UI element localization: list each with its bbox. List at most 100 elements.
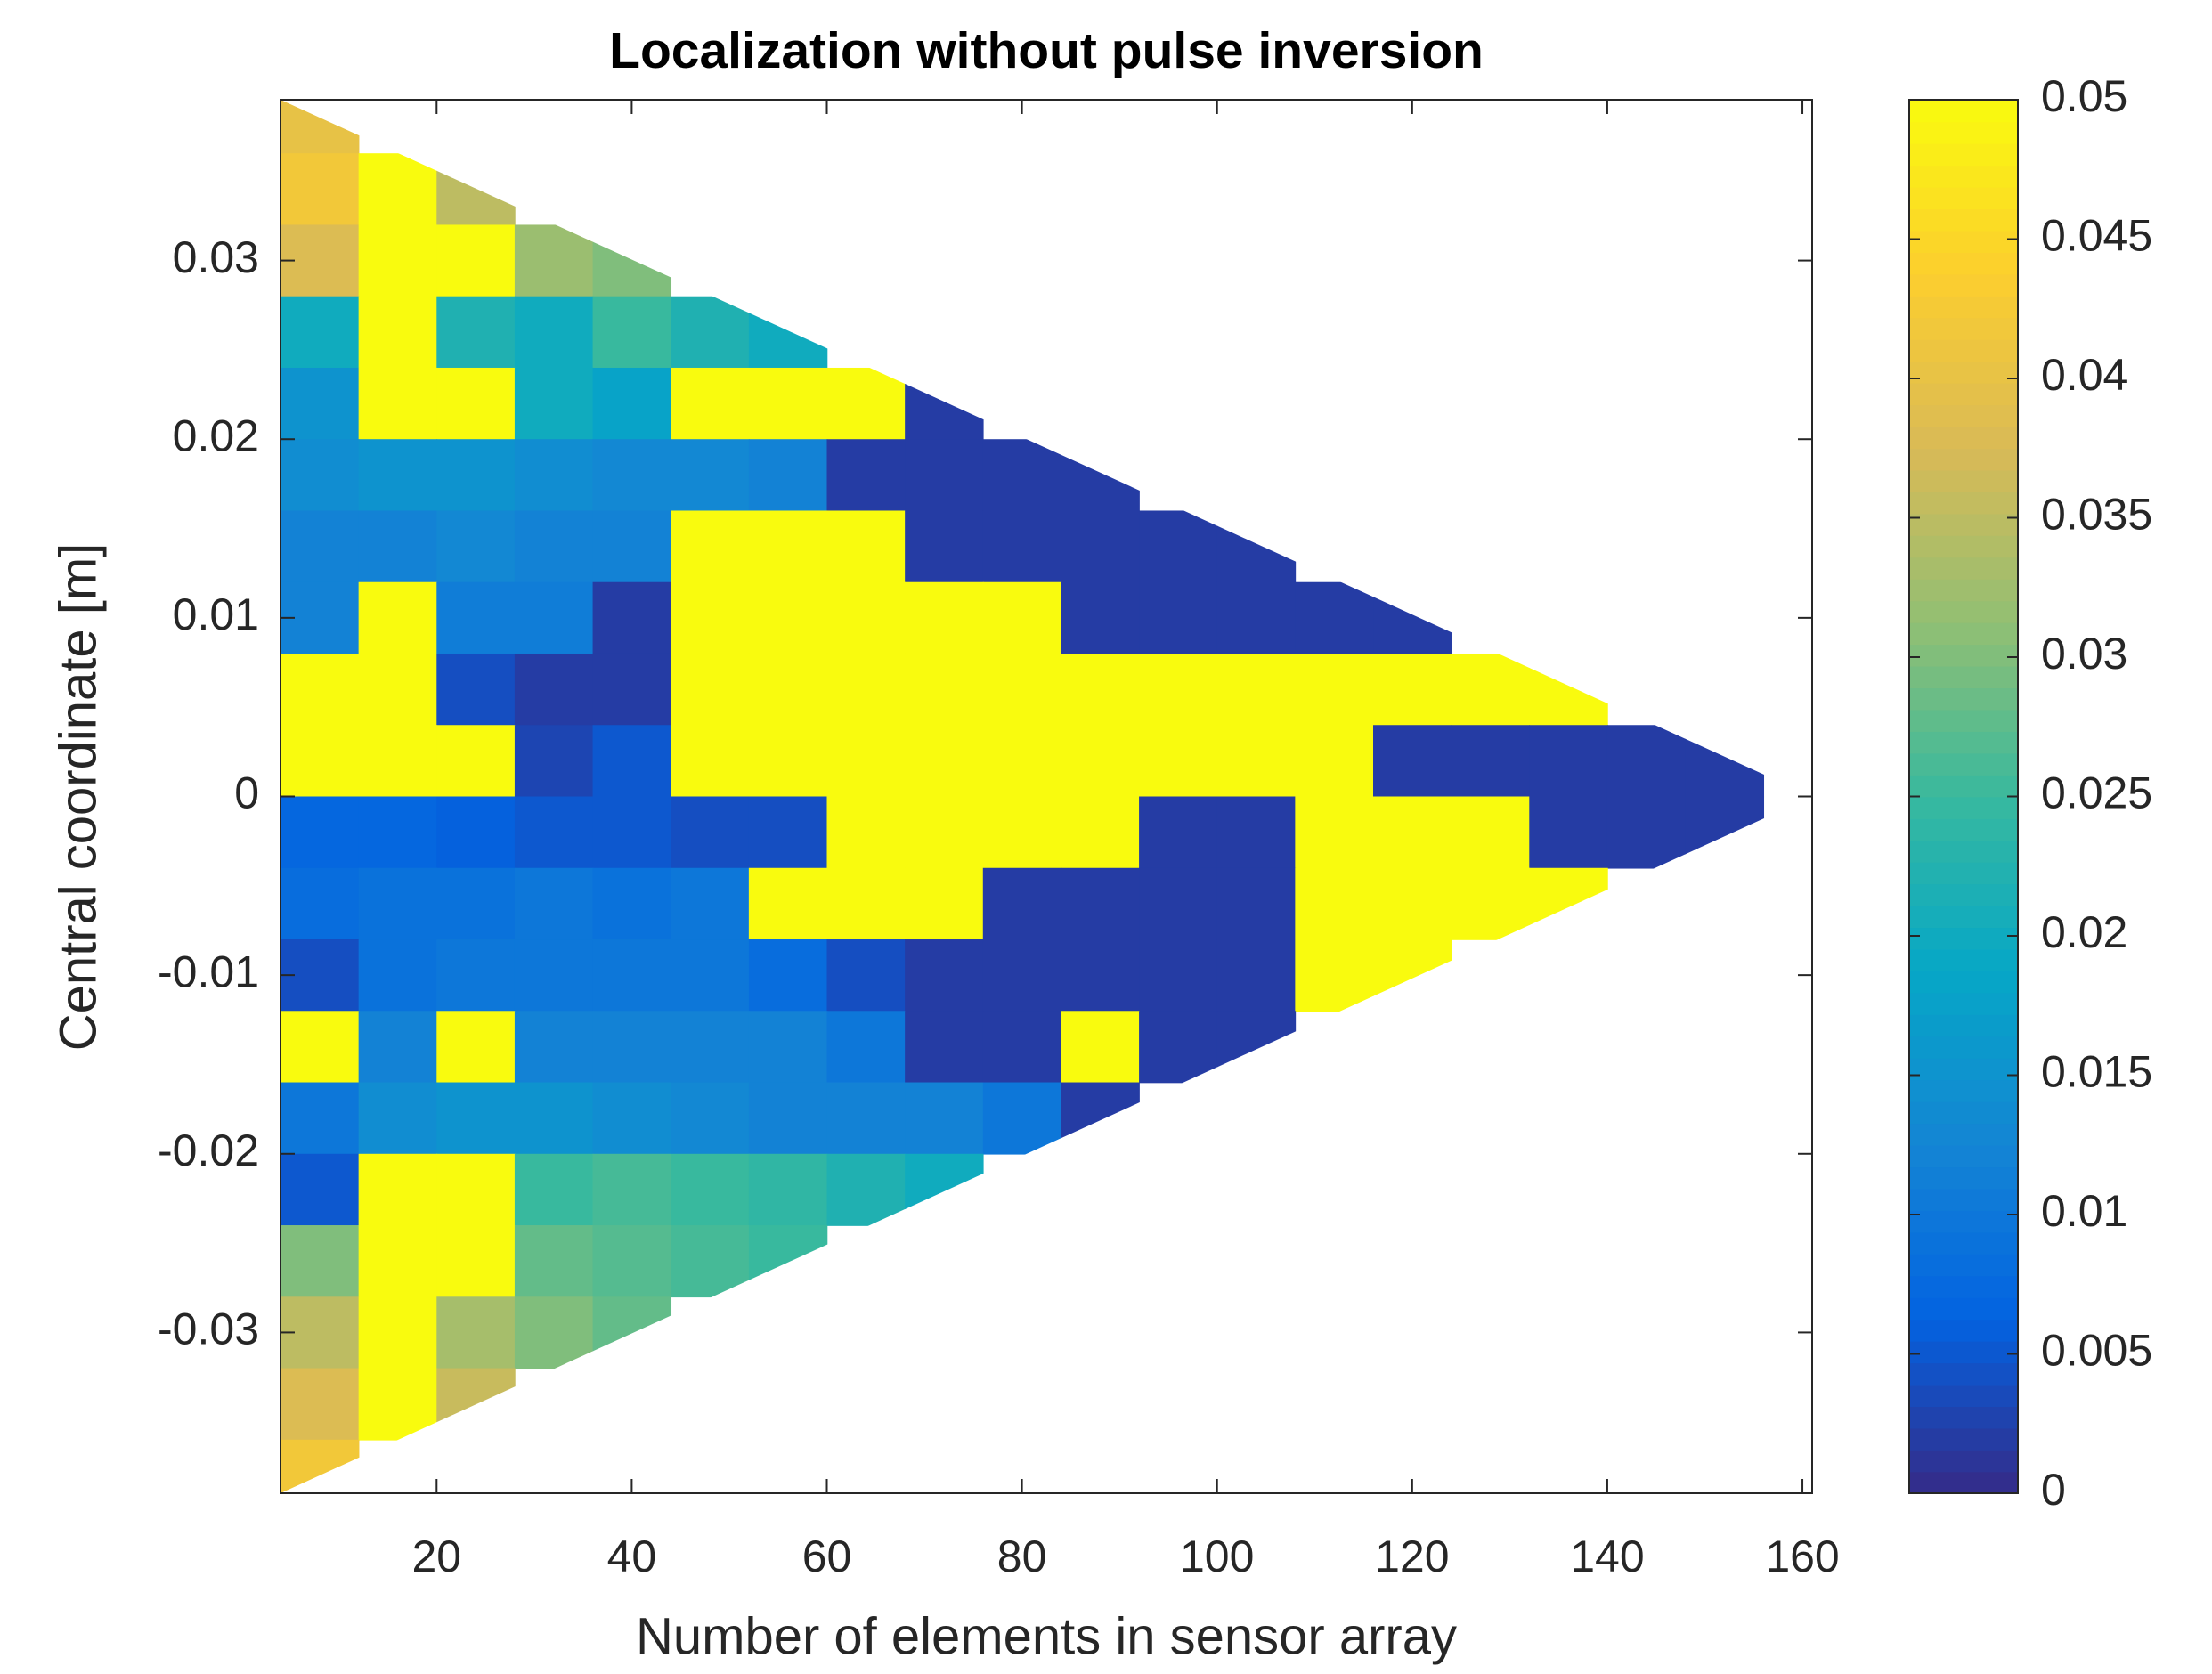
heat-cell: [748, 939, 828, 1012]
colorbar-swatch: [1909, 492, 2018, 515]
heat-cell: [982, 510, 1062, 583]
colorbar-swatch: [1909, 121, 2018, 144]
heat-cell: [1061, 796, 1140, 869]
heat-cell: [281, 1225, 360, 1298]
heat-cell: [592, 939, 672, 1012]
heat-cell: [358, 867, 438, 940]
heat-cell: [592, 1296, 672, 1369]
x-tick-label: 80: [997, 1532, 1047, 1581]
colorbar-swatch: [1909, 1384, 2018, 1407]
heat-cell: [1061, 939, 1140, 1012]
heat-cell: [436, 153, 516, 226]
heat-cell: [1216, 939, 1297, 1012]
heat-cell: [514, 1296, 594, 1369]
colorbar-swatch: [1909, 382, 2018, 406]
colorbar-swatch: [1909, 1406, 2018, 1429]
x-tick-label: 20: [411, 1532, 461, 1581]
heat-cell: [982, 439, 1062, 512]
heat-cell: [1606, 796, 1687, 869]
heat-cell: [1451, 796, 1531, 869]
heat-cell: [1061, 510, 1140, 583]
heat-cell: [1373, 725, 1452, 798]
x-tick-label: 100: [1180, 1532, 1254, 1581]
heat-cell: [905, 510, 984, 583]
heat-cell: [592, 867, 672, 940]
colorbar-swatch: [1909, 1014, 2018, 1037]
heat-cell: [1295, 867, 1374, 940]
heat-cell: [905, 725, 984, 798]
colorbar-swatch: [1909, 252, 2018, 275]
x-axis-label: Number of elements in sensor array: [636, 1607, 1457, 1665]
heat-cell: [1373, 867, 1452, 940]
heat-cell: [905, 439, 984, 512]
heat-cell: [1061, 1011, 1140, 1084]
heat-cell: [436, 439, 516, 512]
heat-cell: [1451, 725, 1531, 798]
heat-cell: [281, 153, 360, 226]
heat-cell: [1139, 867, 1218, 940]
colorbar-swatch: [1909, 775, 2018, 798]
heat-cell: [1216, 725, 1297, 798]
heat-cell: [826, 581, 906, 654]
heat-cell: [1529, 867, 1608, 940]
heat-cell: [358, 725, 438, 798]
heat-cell: [592, 1153, 672, 1226]
heat-cell: [514, 1153, 594, 1226]
heat-cell: [748, 1082, 828, 1155]
x-tick-label: 60: [802, 1532, 852, 1581]
colorbar-swatch: [1909, 665, 2018, 689]
colorbar-swatch: [1909, 535, 2018, 558]
colorbar-swatch: [1909, 1254, 2018, 1277]
colorbar-swatch: [1909, 1144, 2018, 1168]
heat-cell: [748, 510, 828, 583]
heat-cell: [982, 1082, 1062, 1155]
colorbar-swatch: [1909, 469, 2018, 492]
heat-cell: [358, 1011, 438, 1084]
heat-cell: [436, 1082, 516, 1155]
colorbar-swatch: [1909, 1471, 2018, 1494]
heat-cell: [281, 796, 360, 869]
heat-cell: [982, 867, 1062, 940]
colorbar-tick-label: 0.05: [2041, 71, 2127, 121]
heat-cell: [1606, 725, 1687, 798]
heat-cell: [1373, 939, 1452, 1012]
heat-cell: [514, 581, 594, 654]
heat-cell: [982, 725, 1062, 798]
x-tick-label: 140: [1570, 1532, 1644, 1581]
chart-title: Localization without pulse inversion: [609, 22, 1484, 79]
heat-cell: [1685, 796, 1765, 869]
heat-cell: [514, 1225, 594, 1298]
heat-cell: [826, 439, 906, 512]
heat-cell: [982, 1011, 1062, 1084]
heat-cell: [1451, 653, 1531, 727]
heat-cell: [514, 510, 594, 583]
heat-cell: [905, 867, 984, 940]
colorbar-swatch: [1909, 1210, 2018, 1233]
heat-cell: [671, 510, 750, 583]
colorbar-swatch: [1909, 513, 2018, 536]
heat-cell: [826, 1082, 906, 1155]
colorbar-swatch: [1909, 992, 2018, 1015]
heat-cell: [436, 224, 516, 297]
colorbar-swatch: [1909, 948, 2018, 971]
colorbar-swatch: [1909, 1450, 2018, 1473]
heat-cell: [671, 1082, 750, 1155]
heat-cell: [358, 1296, 438, 1369]
heat-cell: [281, 367, 360, 441]
heat-cell: [592, 296, 672, 369]
heat-cell: [1216, 510, 1297, 583]
colorbar-swatch: [1909, 971, 2018, 994]
colorbar-tick-label: 0.01: [2041, 1186, 2127, 1236]
heat-cell: [281, 100, 360, 154]
colorbar-swatch: [1909, 361, 2018, 384]
heat-cell: [826, 867, 906, 940]
colorbar-swatch: [1909, 1057, 2018, 1081]
heat-cell: [514, 439, 594, 512]
heat-cell: [592, 367, 672, 441]
heat-cell: [671, 867, 750, 940]
y-tick-label: -0.01: [158, 947, 259, 996]
heat-cell: [826, 725, 906, 798]
heat-cell: [514, 1011, 594, 1084]
heat-cell: [748, 1011, 828, 1084]
